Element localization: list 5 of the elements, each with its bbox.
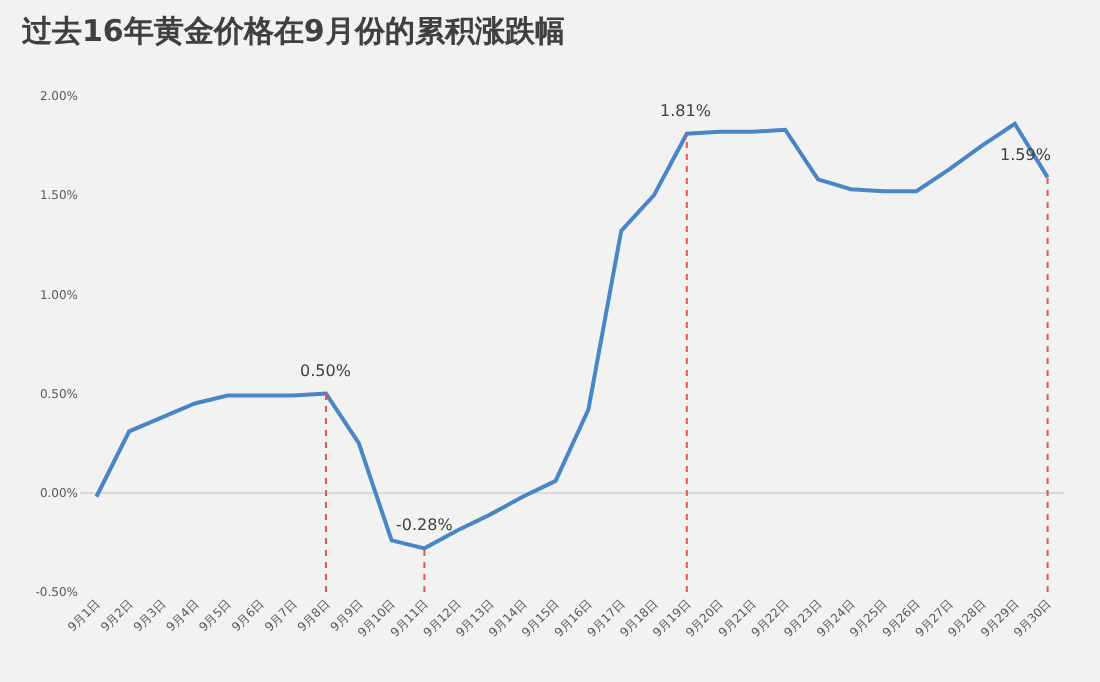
chart-title: 过去16年黄金价格在9月份的累积涨跌幅 [20,13,565,50]
line-series [94,121,1050,551]
annotation: 1.81% [660,102,712,120]
annotation: -0.28% [396,516,454,534]
annotation: 0.50% [300,362,352,380]
